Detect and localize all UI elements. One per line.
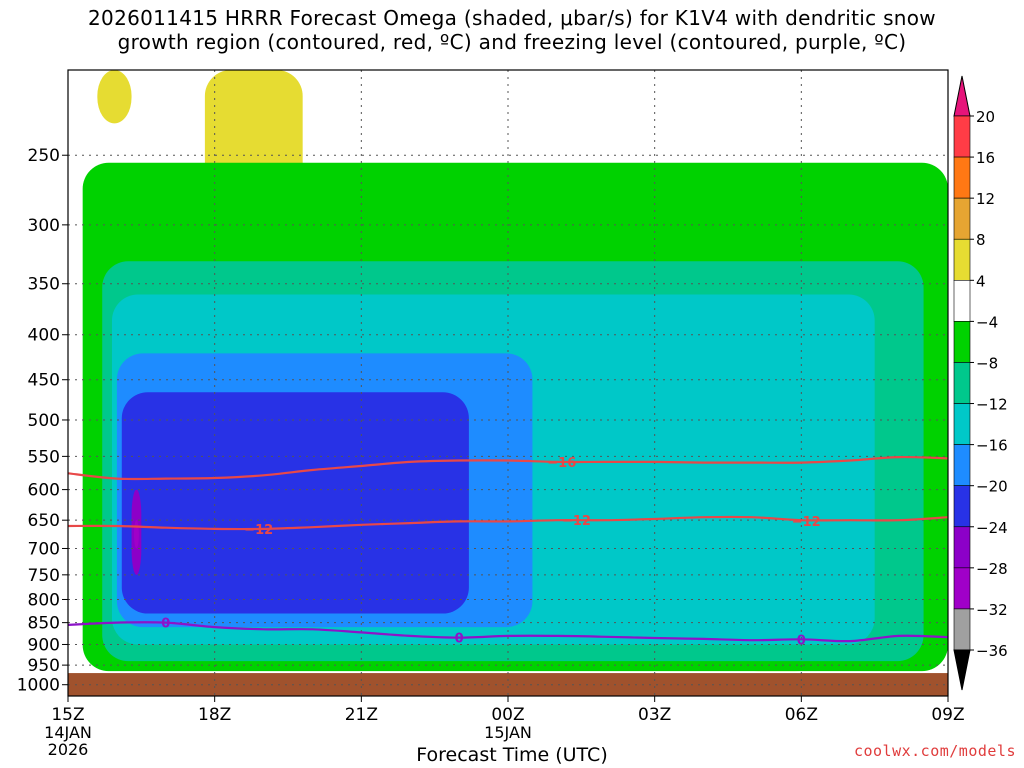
colorbar-bin: [953, 238, 971, 281]
x-tick-label: 06Z: [785, 705, 818, 725]
chart-title: 2026011415 HRRR Forecast Omega (shaded, …: [0, 6, 1024, 54]
y-tick-label: 600: [28, 481, 60, 501]
colorbar-bin: [953, 567, 971, 610]
colorbar-bin: [953, 403, 971, 445]
x-tick-sublabel: 15JAN: [484, 723, 532, 742]
colorbar-label: −12: [976, 396, 1008, 414]
contour-dendritic-neg16: [68, 455, 948, 481]
contour-label-neg16: −16: [547, 456, 576, 471]
omega-region-4-0: [97, 70, 132, 124]
y-tick-label: 250: [28, 146, 60, 166]
contour-label-0: 0: [161, 617, 170, 632]
colorbar-label: −36: [976, 642, 1008, 660]
colorbar-label: 12: [976, 190, 995, 208]
contour-freezing-0: [68, 621, 948, 643]
colorbar-label: −8: [976, 354, 998, 372]
colorbar-bin: [953, 444, 971, 486]
colorbar-label: −28: [976, 560, 1008, 578]
y-tick-label: 350: [28, 275, 60, 295]
colorbar-top-arrow: [953, 75, 971, 117]
x-axis-title: Forecast Time (UTC): [416, 744, 608, 766]
colorbar-label: −16: [976, 437, 1008, 455]
colorbar-bin: [953, 608, 971, 651]
x-tick-sublabel: 2026: [48, 740, 89, 759]
colorbar-bin: [953, 115, 971, 158]
y-tick-label: 300: [28, 216, 60, 236]
terrain-below-surface: [68, 673, 948, 696]
y-tick-label: 500: [28, 411, 60, 431]
pressure-axis: 2503003504004505005506006507007508008509…: [17, 146, 68, 696]
y-tick-label: 450: [28, 371, 60, 391]
y-tick-label: 650: [28, 511, 60, 531]
y-tick-label: 900: [28, 635, 60, 655]
chart-title-line2: growth region (contoured, red, ºC) and f…: [117, 30, 907, 54]
colorbar-bin: [953, 280, 971, 322]
y-tick-label: 1000: [17, 676, 60, 696]
contour-label-neg12: −12: [244, 523, 273, 538]
y-tick-label: 400: [28, 326, 60, 346]
plot-area: −16 −12 0 −12 −12 0 0: [68, 70, 948, 696]
chart-title-line1: 2026011415 HRRR Forecast Omega (shaded, …: [88, 6, 936, 30]
contour-label-extra-2: 0: [455, 632, 464, 647]
contour-label-extra-0: −12: [562, 514, 591, 529]
colorbar-label: −24: [976, 519, 1008, 537]
colorbar-label: 4: [976, 272, 986, 290]
x-tick-label: 18Z: [198, 705, 231, 725]
omega-region-neg28-10: [134, 520, 139, 549]
site-credit[interactable]: coolwx.com/models: [853, 742, 1016, 760]
y-tick-label: 700: [28, 539, 60, 559]
colorbar-bin: [953, 321, 971, 363]
omega-region-neg20-8: [121, 392, 469, 614]
y-tick-label: 750: [28, 566, 60, 586]
colorbar-bin: [953, 156, 971, 199]
omega-shading: [82, 70, 948, 672]
omega-colorbar: 20 16 12 8 4 −4 −8 −12 −16 −20 −24 −28 −32 −36: [953, 75, 1008, 691]
colorbar-bottom-arrow: [953, 649, 971, 691]
colorbar-label: 16: [976, 149, 995, 167]
y-tick-label: 800: [28, 590, 60, 610]
colorbar-bin: [953, 362, 971, 404]
y-tick-label: 950: [28, 656, 60, 676]
colorbar-label: −20: [976, 478, 1008, 496]
colorbar-label: 8: [976, 231, 986, 249]
contour-label-extra-1: −12: [792, 515, 821, 530]
x-tick-label: 21Z: [345, 705, 378, 725]
colorbar-label: −4: [976, 313, 998, 331]
x-tick-label: 03Z: [638, 705, 671, 725]
contour-dendritic-neg12: [68, 515, 948, 531]
colorbar-label: −32: [976, 601, 1008, 619]
colorbar-bin: [953, 526, 971, 569]
colorbar-label: 20: [976, 108, 995, 126]
contour-label-extra-3: 0: [797, 633, 806, 648]
temperature-contours: −16 −12 0 −12 −12 0 0: [68, 455, 948, 648]
colorbar-bin: [953, 485, 971, 528]
x-tick-sublabel: 14JAN: [44, 723, 92, 742]
x-tick-label: 15Z: [51, 705, 84, 725]
y-tick-label: 850: [28, 614, 60, 634]
y-tick-label: 550: [28, 447, 60, 467]
x-tick-label: 09Z: [931, 705, 964, 725]
x-tick-label: 00Z: [491, 705, 524, 725]
colorbar-bin: [953, 197, 971, 240]
surface-terrain: [68, 673, 948, 696]
